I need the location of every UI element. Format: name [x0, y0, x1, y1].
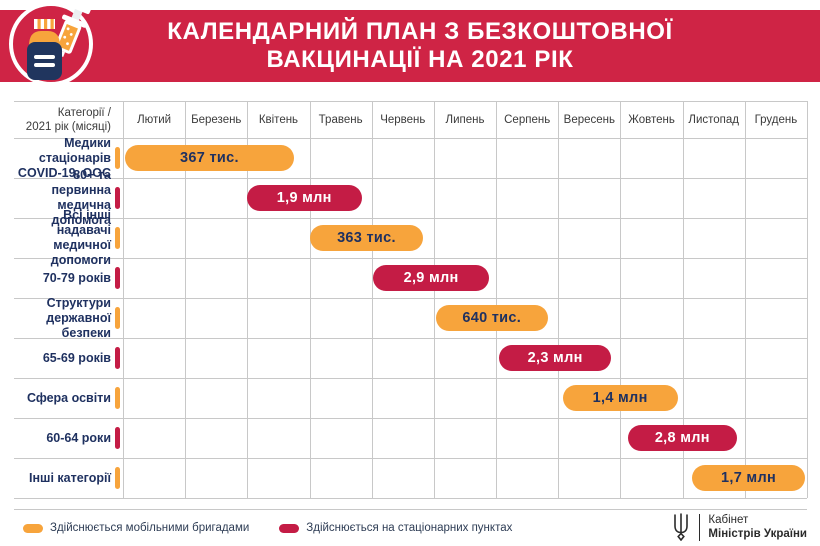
row-tick	[115, 307, 120, 329]
header-banner	[0, 10, 820, 82]
grid-vline	[123, 101, 124, 498]
footer-divider	[14, 509, 807, 510]
grid-hline	[14, 338, 807, 339]
axis-corner-label: Категорії / 2021 рік (місяці)	[14, 101, 111, 138]
grid-vline	[371, 101, 373, 498]
month-header-1: Лютий	[137, 113, 172, 126]
corner-label-line2: 2021 рік (місяці)	[25, 120, 111, 133]
gantt-bar: 1,7 млн	[691, 465, 806, 491]
grid-hline	[14, 378, 807, 379]
grid-hline	[14, 418, 807, 419]
row-label-text: Інші категорії	[29, 470, 111, 485]
month-header-11: Грудень	[754, 113, 798, 126]
month-header-6: Липень	[445, 113, 485, 126]
grid-vline	[309, 101, 311, 498]
legend-swatch-crimson	[279, 523, 300, 533]
grid-hline	[14, 101, 807, 102]
grid-vline	[558, 101, 560, 498]
row-tick	[115, 427, 120, 449]
row-label-text: Всі інші надавачі медичної допомоги	[50, 208, 111, 267]
gantt-table: Категорії / 2021 рік (місяці) Лютий Берез…	[14, 101, 808, 499]
gantt-bar: 1,9 млн	[246, 185, 362, 211]
row-label-text: 65-69 років	[42, 350, 111, 365]
row-label: 70-79 років	[14, 258, 111, 298]
row-label: 80+ та первинна медична допомога	[14, 168, 111, 227]
month-header-10: Листопад	[688, 113, 739, 126]
legend-label: Здійснюється на стаціонарних пунктах	[306, 522, 513, 534]
row-tick	[115, 387, 120, 409]
gantt-bar: 2,9 млн	[372, 265, 490, 291]
grid-vline	[185, 101, 187, 498]
logo-text: Кабінет Міністрів України	[708, 513, 807, 541]
tryzub-emblem-icon	[674, 513, 688, 541]
vaccine-bottle-syringe-icon	[9, 0, 93, 86]
row-tick	[115, 147, 120, 169]
row-label-text: Сфера освіти	[26, 390, 111, 405]
grid-vline	[496, 101, 498, 498]
grid-vline	[433, 101, 435, 498]
gantt-bar: 367 тис.	[124, 145, 294, 171]
legend-item-mobile-teams: Здійснюється мобільними бригадами	[23, 522, 249, 534]
row-tick	[115, 267, 120, 289]
row-tick	[115, 187, 120, 209]
grid-vline	[247, 101, 249, 498]
row-tick	[115, 227, 120, 249]
grid-hline	[14, 458, 807, 459]
logo-divider	[698, 513, 701, 541]
grid-hline	[14, 218, 807, 219]
row-label-text: Структури державної безпеки	[46, 295, 111, 340]
row-tick	[115, 347, 120, 369]
month-header-7: Серпень	[504, 113, 551, 126]
row-label: 60-64 роки	[14, 418, 111, 458]
gantt-bar: 640 тис.	[435, 305, 548, 331]
grid-vline	[620, 101, 622, 498]
month-header-4: Травень	[318, 113, 363, 126]
month-header-8: Вересень	[563, 113, 616, 126]
gantt-bar: 2,8 млн	[627, 425, 737, 451]
legend: Здійснюється мобільними бригадами Здійсн…	[23, 518, 512, 538]
gantt-bar: 363 тис.	[310, 225, 423, 251]
grid-hline	[14, 258, 807, 259]
grid-hline	[14, 298, 807, 299]
grid-vline	[807, 101, 808, 498]
legend-item-stationary-points: Здійснюється на стаціонарних пунктах	[279, 522, 512, 534]
month-header-5: Червень	[380, 113, 426, 126]
row-label-text: 80+ та первинна медична допомога	[51, 168, 111, 227]
page-title-line1: КАЛЕНДАРНИЙ ПЛАН З БЕЗКОШТОВНОЇ	[167, 17, 673, 45]
gantt-bar: 1,4 млн	[562, 385, 678, 411]
grid-vline	[682, 101, 684, 498]
grid-hline	[14, 498, 807, 499]
cabinet-ministers-logo: Кабінет Міністрів України	[671, 513, 807, 541]
row-label: Структури державної безпеки	[14, 295, 111, 340]
page-title-line2: ВАКЦИНАЦІЇ НА 2021 РІК	[266, 46, 574, 73]
row-label: 65-69 років	[14, 338, 111, 378]
grid-vline	[744, 101, 746, 498]
legend-swatch-orange	[23, 523, 43, 533]
row-label-text: Медики стаціонарів COVID-19, ООС	[17, 135, 111, 180]
row-tick	[115, 467, 120, 489]
grid-hline	[14, 178, 807, 179]
month-header-2: Березень	[191, 113, 242, 126]
row-label-text: 70-79 років	[42, 270, 111, 285]
month-header-3: Квітень	[258, 113, 299, 126]
month-header-9: Жовтень	[628, 113, 675, 126]
row-label-text: 60-64 роки	[46, 430, 111, 445]
logo-text-line1: Кабінет	[708, 514, 749, 526]
page-title: КАЛЕНДАРНИЙ ПЛАН З БЕЗКОШТОВНОЇ ВАКЦИНАЦ…	[120, 10, 720, 82]
row-label: Інші категорії	[14, 458, 111, 498]
corner-label-line1: Категорії /	[57, 106, 111, 119]
gantt-bar: 2,3 млн	[499, 345, 612, 371]
legend-label: Здійснюється мобільними бригадами	[50, 522, 250, 534]
row-label: Сфера освіти	[14, 378, 111, 418]
row-label: Всі інші надавачі медичної допомоги	[14, 208, 111, 267]
logo-text-line2: Міністрів України	[708, 528, 807, 540]
row-label: Медики стаціонарів COVID-19, ООС	[14, 135, 111, 180]
grid-hline	[14, 138, 807, 139]
